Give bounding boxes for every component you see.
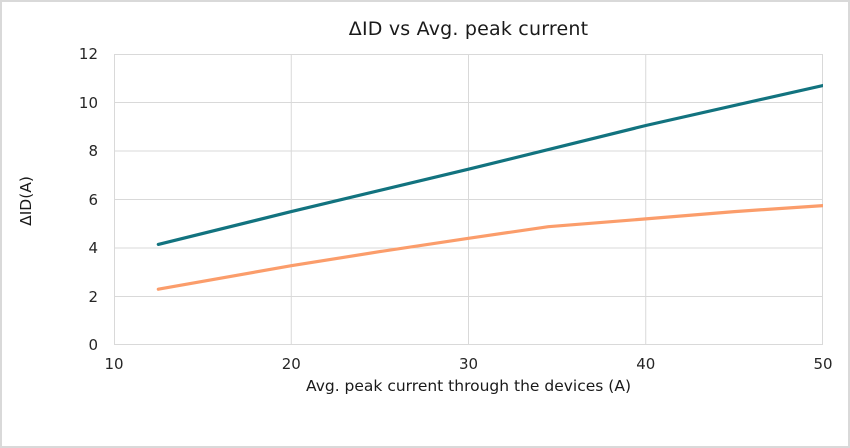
y-tick-label: 10 xyxy=(78,93,98,112)
y-tick-label: 0 xyxy=(88,336,98,354)
x-tick-label: 20 xyxy=(281,355,301,373)
upper-teal-line xyxy=(156,83,823,246)
y-tick-label: 12 xyxy=(78,45,98,63)
y-axis-title: ΔID(A) xyxy=(17,176,35,226)
lower-orange-line xyxy=(156,204,823,291)
plot-canvas xyxy=(114,54,823,345)
y-tick-label: 4 xyxy=(88,239,98,257)
x-tick-label: 30 xyxy=(458,355,479,373)
x-tick-label: 10 xyxy=(104,355,124,373)
plot-area xyxy=(114,54,823,345)
y-tick-label: 6 xyxy=(88,190,98,209)
x-axis-title: Avg. peak current through the devices (A… xyxy=(306,377,631,395)
y-tick-label: 2 xyxy=(88,287,98,306)
x-tick-label: 50 xyxy=(813,355,833,373)
x-tick-label: 40 xyxy=(636,355,656,373)
chart-title: ΔID vs Avg. peak current xyxy=(348,18,589,40)
y-tick-label: 8 xyxy=(88,142,98,160)
